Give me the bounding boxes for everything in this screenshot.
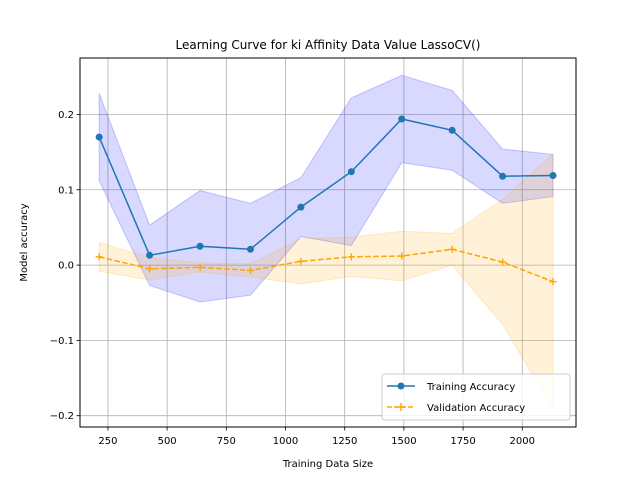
validation-series-line	[99, 248, 554, 283]
x-tick-label: 1750	[450, 436, 475, 447]
legend-box	[381, 373, 571, 421]
x-tick-label: 1250	[332, 436, 357, 447]
plot-frame	[79, 57, 577, 428]
x-tick-label: 500	[158, 436, 177, 447]
x-tick-label: 1000	[273, 436, 298, 447]
validation-data-point	[196, 263, 204, 271]
x-tick-label: 2000	[510, 436, 535, 447]
training-data-point	[95, 133, 103, 141]
legend-training-label: Training Accuracy	[426, 382, 515, 393]
training-data-point	[246, 245, 254, 253]
series-markers	[95, 115, 557, 286]
grid	[80, 58, 576, 427]
legend-validation-label: Validation Accuracy	[427, 403, 525, 414]
y-axis-ticks: −0.2 −0.1 0.0 0.1 0.2	[50, 110, 80, 422]
training-data-point	[448, 126, 456, 134]
series-lines	[98, 118, 554, 283]
training-data-point	[499, 172, 507, 180]
x-axis-label: Training Data Size	[282, 459, 373, 470]
legend-training-marker	[397, 382, 405, 390]
chart-title: Learning Curve for ki Affinity Data Valu…	[176, 38, 481, 52]
training-series-line	[98, 118, 554, 257]
y-tick-label: −0.2	[50, 411, 74, 422]
y-axis-label: Model accuracy	[19, 203, 30, 281]
validation-data-point	[347, 253, 355, 261]
training-data-point	[549, 171, 557, 179]
validation-data-point	[549, 278, 557, 286]
x-tick-label: 250	[98, 436, 117, 447]
y-tick-label: 0.2	[58, 110, 74, 121]
x-tick-label: 750	[217, 436, 236, 447]
validation-data-point	[297, 257, 305, 265]
training-data-point	[297, 203, 305, 211]
legend-validation-marker	[397, 403, 405, 411]
training-data-point	[146, 251, 154, 259]
y-tick-label: 0.1	[58, 185, 74, 196]
training-data-point	[347, 168, 355, 176]
validation-data-point	[499, 258, 507, 266]
validation-data-point	[398, 252, 406, 260]
x-tick-label: 1500	[391, 436, 416, 447]
training-data-point	[196, 242, 204, 250]
validation-data-point	[146, 265, 154, 273]
validation-data-point	[246, 266, 254, 274]
y-tick-label: −0.1	[50, 336, 74, 347]
x-axis-ticks: 250 500 750 1000 1250 1500 1750 2000	[98, 427, 535, 447]
y-tick-label: 0.0	[58, 261, 74, 272]
validation-data-point	[95, 253, 103, 261]
training-data-point	[398, 115, 406, 123]
legend: Training Accuracy Validation Accuracy	[381, 373, 571, 421]
validation-data-point	[448, 245, 456, 253]
